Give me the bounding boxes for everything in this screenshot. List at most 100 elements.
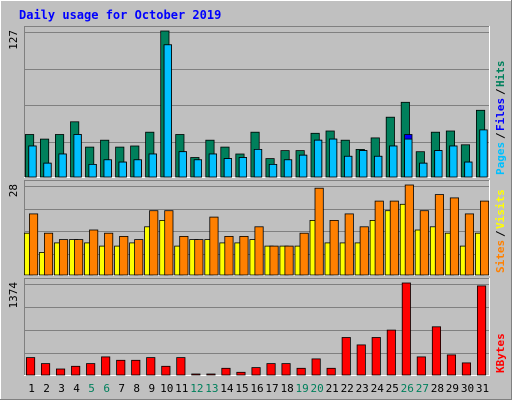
x-tick-label-day-17: 17 — [265, 382, 278, 395]
x-axis-labels: 1 2 3 4 5 6 7 8 9 10 11 12 13 14 15 16 17 18 19 20 21 22 23 24 2… — [28, 382, 489, 395]
x-tick-label-day-1: 1 — [28, 382, 35, 395]
x-tick-label-day-10: 10 — [160, 382, 173, 395]
bar-kbytes-day-15 — [236, 371, 246, 376]
x-tick-label-day-11: 11 — [175, 382, 188, 395]
bar-kbytes-day-30 — [461, 362, 471, 376]
legend-separator: / — [494, 88, 507, 95]
x-tick-label-day-29: 29 — [446, 382, 459, 395]
bar-pages-day-10 — [163, 44, 172, 178]
bar-kbytes-day-14 — [221, 367, 231, 376]
x-tick-label-day-22: 22 — [341, 382, 354, 395]
bar-kbytes-day-13 — [206, 373, 216, 376]
bar-sites-day-10 — [164, 210, 174, 276]
bar-pages-day-17 — [268, 163, 278, 178]
x-tick-label-day-15: 15 — [235, 382, 248, 395]
bar-sites-day-16 — [254, 226, 264, 276]
chart-title: Daily usage for October 2019 — [19, 8, 221, 22]
bar-sites-day-11 — [179, 235, 189, 276]
x-tick-label-day-7: 7 — [118, 382, 125, 395]
x-tick-label-day-28: 28 — [431, 382, 444, 395]
bar-kbytes-day-24 — [371, 337, 381, 376]
x-tick-label-day-27: 27 — [416, 382, 429, 395]
bar-sites-day-12 — [194, 239, 204, 276]
bar-sites-day-26 — [404, 184, 414, 276]
bar-kbytes-day-29 — [446, 354, 456, 376]
x-tick-label-day-9: 9 — [148, 382, 155, 395]
bar-sites-day-31 — [479, 200, 490, 276]
x-tick-label-day-6: 6 — [103, 382, 110, 395]
legend: Sites /Visits — [494, 189, 507, 273]
legend: Pages/Files/Hits — [494, 61, 507, 176]
chart-panels: 127Pages/Files/Hits28Sites/Visits1374KBy… — [7, 26, 507, 376]
bar-pages-day-21 — [328, 138, 338, 178]
legend-separator: / — [494, 230, 507, 237]
bar-kbytes-day-2 — [41, 363, 51, 376]
x-tick-label-day-18: 18 — [280, 382, 293, 395]
bar-kbytes-day-6 — [101, 356, 111, 376]
bar-kbytes-day-26 — [401, 282, 411, 376]
bar-pages-day-27 — [419, 162, 428, 178]
bar-kbytes-day-20 — [311, 358, 321, 376]
bar-pages-day-29 — [449, 145, 458, 178]
bar-pages-day-19 — [298, 154, 308, 178]
bar-sites-day-20 — [314, 187, 324, 276]
x-tick-label-day-20: 20 — [310, 382, 323, 395]
x-tick-label-day-31: 31 — [476, 382, 489, 395]
bar-kbytes-day-1 — [25, 357, 36, 376]
y-axis-max-label: 28 — [7, 184, 20, 197]
bar-pages-day-20 — [313, 139, 323, 178]
x-tick-label-day-30: 30 — [461, 382, 474, 395]
bar-kbytes-day-17 — [266, 363, 276, 376]
bar-pages-day-14 — [223, 158, 232, 178]
bar-sites-day-18 — [284, 245, 294, 276]
bar-sites-day-15 — [239, 235, 249, 276]
bar-kbytes-day-23 — [356, 344, 366, 376]
bar-pages-day-16 — [253, 148, 263, 178]
x-tick-label-day-4: 4 — [73, 382, 80, 395]
y-axis-max-label: 127 — [7, 30, 20, 50]
bar-pages-day-18 — [283, 159, 293, 178]
x-tick-label-day-8: 8 — [133, 382, 140, 395]
panel-sites-visits: 28 Sites /Visits — [7, 180, 507, 276]
bar-pages-day-1 — [28, 145, 37, 178]
bar-sites-day-17 — [269, 245, 279, 276]
bar-sites-day-21 — [329, 219, 339, 276]
bar-pages-day-5 — [88, 163, 97, 178]
bar-sites-day-13 — [209, 216, 219, 276]
bar-kbytes-day-27 — [416, 356, 426, 376]
bar-sites-day-19 — [299, 232, 309, 276]
legend-files: Files — [494, 98, 507, 131]
bar-kbytes-day-22 — [341, 337, 351, 376]
bar-sites-day-24 — [374, 200, 384, 276]
legend: KBytes — [494, 333, 507, 373]
bar-kbytes-day-11 — [176, 357, 186, 376]
bar-pages-day-30 — [464, 161, 473, 178]
bar-sites-day-5 — [89, 229, 99, 276]
legend-kbytes: KBytes — [494, 333, 507, 373]
x-tick-label-day-3: 3 — [58, 382, 65, 395]
bar-kbytes-day-4 — [71, 365, 81, 376]
bar-sites-day-27 — [419, 210, 429, 276]
bar-kbytes-day-3 — [56, 368, 66, 376]
bar-kbytes-day-31 — [476, 285, 487, 376]
x-tick-label-day-24: 24 — [371, 382, 385, 395]
x-tick-label-day-13: 13 — [205, 382, 218, 395]
bar-sites-day-8 — [134, 239, 144, 276]
bar-kbytes-day-18 — [281, 363, 291, 376]
bar-kbytes-day-5 — [86, 363, 96, 376]
bar-pages-day-9 — [148, 153, 157, 178]
bar-sites-day-2 — [44, 232, 54, 276]
bar-pages-day-25 — [389, 145, 398, 178]
legend-hits: Hits — [494, 61, 507, 88]
legend-pages: Pages — [494, 142, 507, 175]
x-tick-label-day-16: 16 — [250, 382, 263, 395]
x-tick-label-day-2: 2 — [43, 382, 50, 395]
x-tick-label-day-5: 5 — [88, 382, 95, 395]
x-tick-label-day-26: 26 — [401, 382, 414, 395]
bar-pages-day-8 — [133, 159, 142, 178]
bar-pages-day-4 — [73, 134, 82, 178]
legend-visits: Visits — [494, 189, 507, 229]
bar-pages-day-13 — [208, 153, 217, 178]
bar-pages-day-31 — [479, 129, 488, 178]
